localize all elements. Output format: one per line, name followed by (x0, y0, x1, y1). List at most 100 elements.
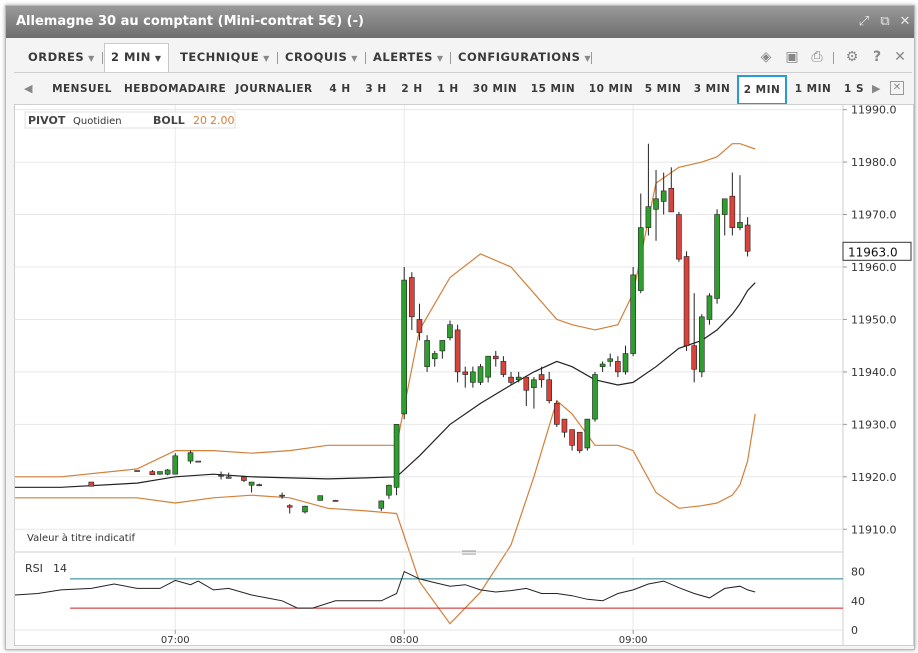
time-tick-label: 09:00 (619, 635, 648, 645)
title-bar[interactable]: Allemagne 30 au comptant (Mini-contrat 5… (6, 6, 914, 38)
candle-body (248, 481, 255, 486)
menu-croquis[interactable]: CROQUIS ▼ (285, 50, 358, 64)
price-tick-label: 11930.0 (851, 418, 897, 431)
timeframe-10min[interactable]: 10 MIN (588, 83, 634, 95)
close-window-icon[interactable]: ✕ (899, 14, 911, 29)
price-chart[interactable]: 11910.0 11920.0 11930.0 11940.0 11950.0 11960… (15, 105, 913, 645)
candlestick (714, 209, 720, 304)
price-tick-label: 11960.0 (851, 261, 897, 274)
candlestick (729, 172, 736, 236)
candle-body (531, 379, 537, 388)
timeframe-mensuel[interactable]: MENSUEL (52, 83, 112, 95)
candlestick (164, 468, 171, 476)
close-icon[interactable]: ✕ (894, 49, 906, 65)
menu-divider (591, 52, 592, 64)
candlestick (538, 366, 545, 388)
candlestick (256, 483, 263, 487)
time-tick-label: 07:00 (161, 635, 190, 645)
pivot-value: Quotidien (73, 116, 122, 127)
candlestick (660, 172, 667, 215)
menu-alertes[interactable]: ALERTES ▼ (373, 50, 444, 64)
boll-label: BOLL (153, 114, 185, 127)
help-icon[interactable]: ? (872, 49, 882, 65)
timeframe-30min[interactable]: 30 MIN (472, 83, 518, 95)
timeframe-1min[interactable]: 1 MIN (794, 83, 832, 95)
timeframe-hebdomadaire[interactable]: HEBDOMADAIRE (124, 83, 227, 95)
timeframe-4h[interactable]: 4 H (329, 83, 351, 95)
candle-body (134, 470, 140, 472)
rsi-line (15, 570, 756, 609)
candlestick (195, 460, 201, 463)
candlestick (699, 314, 705, 378)
scroll-left-icon[interactable]: ◀ (24, 82, 33, 95)
timeframe-2h[interactable]: 2 H (401, 83, 423, 95)
candle-body (401, 279, 407, 415)
popout-icon[interactable]: ⧉ (880, 14, 890, 29)
candle-body (645, 206, 652, 228)
menu-divider (277, 52, 278, 64)
timeframe-2min[interactable]: 2 MIN (737, 75, 787, 105)
candle-body (439, 340, 446, 352)
candlestick (561, 418, 568, 438)
candlestick (630, 266, 636, 357)
candlestick (462, 366, 469, 388)
candlestick (241, 475, 247, 483)
chart-area[interactable]: 11910.0 11920.0 11930.0 11940.0 11950.0 11960… (14, 104, 914, 646)
price-axis: 11910.0 11920.0 11930.0 11940.0 11950.0 11960… (843, 105, 897, 536)
candle-body (195, 460, 201, 463)
candle-body (729, 195, 736, 228)
timeframe-1s[interactable]: 1 S (843, 83, 865, 95)
timeframe-3h[interactable]: 3 H (365, 83, 387, 95)
chevron-down-icon: ▼ (436, 54, 444, 63)
image-icon[interactable]: ▣ (785, 49, 799, 65)
candle-body (668, 188, 675, 213)
menu-configurations[interactable]: CONFIGURATIONS ▼ (458, 50, 592, 64)
resize-handle-icon[interactable] (462, 550, 476, 555)
bollinger-middle-line (15, 282, 756, 488)
candle-body (737, 222, 743, 228)
timeframe-3min[interactable]: 3 MIN (693, 83, 731, 95)
candle-body (569, 429, 575, 446)
candle-body (462, 371, 469, 375)
timeframe-5min[interactable]: 5 MIN (644, 83, 682, 95)
candle-body (622, 353, 629, 373)
candlestick (531, 377, 537, 409)
candlestick (622, 345, 629, 375)
bollinger-bands (15, 143, 756, 625)
timeframe-journalier[interactable]: JOURNALIER (235, 83, 313, 95)
menu-ordres[interactable]: ORDRES ▼ (28, 50, 95, 64)
rsi-label: RSI (25, 562, 43, 575)
boll-period: 20 (193, 114, 207, 127)
candlestick (393, 424, 400, 496)
candlestick (508, 371, 514, 386)
candle-body (416, 319, 423, 333)
candle-body (721, 198, 728, 215)
candle-body (157, 471, 163, 475)
close-timeframes-icon[interactable]: ✕ (890, 81, 904, 95)
layers-icon[interactable]: ◈ (760, 49, 772, 65)
menu-timeframe[interactable]: 2 MIN ▼ (104, 43, 169, 72)
menu-technique[interactable]: TECHNIQUE ▼ (180, 50, 270, 64)
last-price-label: 11963.0 (848, 245, 898, 259)
boll-deviation: 2.00 (210, 114, 235, 127)
candle-body (286, 505, 293, 508)
candle-body (508, 376, 514, 383)
fullscreen-icon[interactable]: ⤢ (858, 14, 870, 29)
scroll-right-icon[interactable]: ▶ (872, 82, 881, 95)
candlestick (653, 169, 659, 241)
timeframe-15min[interactable]: 15 MIN (530, 83, 576, 95)
candlestick (149, 469, 156, 476)
price-tick-label: 11950.0 (851, 313, 897, 326)
last-price-marker: 11963.0 (842, 241, 912, 261)
candle-body (683, 256, 690, 346)
window-title: Allemagne 30 au comptant (Mini-contrat 5… (16, 14, 364, 29)
candlestick (386, 484, 392, 499)
candlestick (454, 324, 461, 383)
candle-body (447, 324, 453, 339)
print-icon[interactable]: ⎙ (811, 49, 823, 65)
candlestick (416, 303, 423, 341)
timeframe-1h[interactable]: 1 H (437, 83, 459, 95)
candlestick (637, 193, 644, 294)
candlestick (554, 400, 560, 427)
gear-icon[interactable]: ⚙ (845, 49, 859, 65)
